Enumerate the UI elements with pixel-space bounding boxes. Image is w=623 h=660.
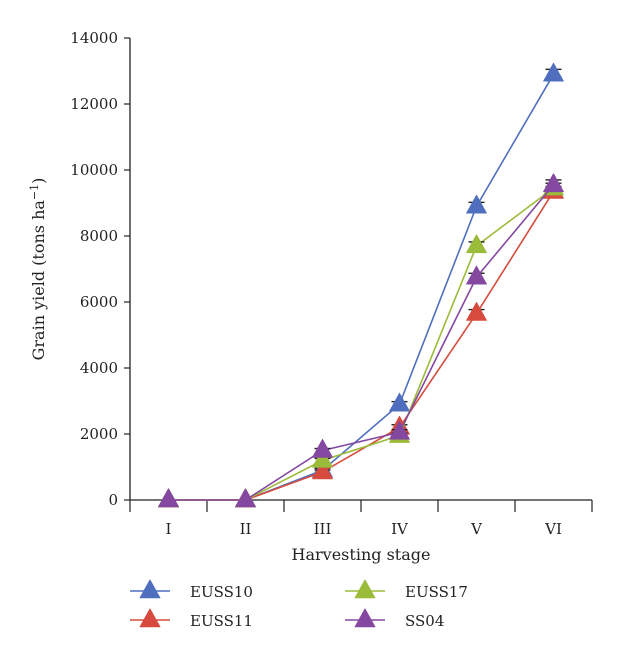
legend-marker [139,608,161,628]
x-tick-label: II [240,520,252,538]
series-line [168,184,555,501]
legend-item-ss04: SS04 [345,608,444,630]
axes [129,38,592,501]
data-point [312,438,333,458]
x-axis-title: Harvesting stage [292,545,431,564]
y-tick-label: 0 [108,491,118,509]
legend: EUSS10 EUSS11 EUSS17 SS04 [130,579,468,630]
series-line [168,73,555,501]
y-tick-label: 8000 [80,227,118,245]
x-tick-label: V [470,520,483,538]
data-point [543,173,564,193]
data-point [312,460,333,480]
legend-label: SS04 [405,612,444,630]
x-ticks: I II III IV V VI [129,500,593,538]
data-point [312,448,333,468]
y-tick-label: 14000 [70,29,118,47]
data-point [235,488,256,508]
x-tick-label: VI [544,520,562,538]
data-point [389,392,410,412]
data-point [158,488,179,508]
legend-marker [354,579,376,599]
x-tick-label: I [166,520,172,538]
series-line [168,187,554,501]
y-ticks: 0 2000 4000 6000 8000 10000 12000 14000 [70,29,130,509]
data-point [466,265,487,285]
series-euss10 [158,62,564,508]
legend-item-euss11: EUSS11 [130,608,253,630]
series-euss11 [158,179,564,508]
series-line [168,191,555,501]
legend-label: EUSS10 [190,583,253,601]
x-tick-label: III [314,520,332,538]
series-ss04 [158,173,564,508]
legend-marker [354,608,376,628]
data-point [466,301,487,321]
data-point [389,420,410,440]
legend-label: EUSS11 [190,612,253,630]
legend-marker [139,579,161,599]
y-tick-label: 6000 [80,293,118,311]
legend-label: EUSS17 [405,583,468,601]
y-axis-title: Grain yield (tons ha−1) [28,178,48,361]
data-point [466,194,487,214]
data-point [466,234,487,254]
x-tick-label: IV [391,520,409,538]
y-tick-label: 2000 [80,425,118,443]
legend-item-euss17: EUSS17 [345,579,468,601]
data-point [543,62,564,82]
y-tick-label: 10000 [70,161,118,179]
series-euss17 [158,176,564,508]
y-tick-label: 4000 [80,359,118,377]
legend-item-euss10: EUSS10 [130,579,253,601]
y-tick-label: 12000 [70,95,118,113]
series-layer [158,62,564,508]
